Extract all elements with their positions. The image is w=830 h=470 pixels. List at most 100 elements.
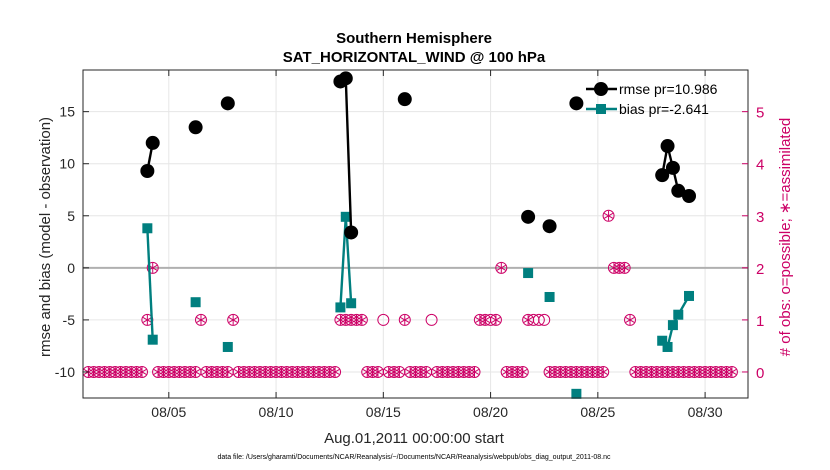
y-tick-label-left: -5 bbox=[63, 312, 76, 328]
rmse-point bbox=[338, 71, 353, 86]
obs-assimilated-marker bbox=[603, 210, 614, 221]
obs-possible-marker bbox=[398, 313, 411, 326]
x-tick-label: 08/10 bbox=[259, 404, 294, 420]
obs-possible-marker bbox=[538, 313, 551, 326]
obs-possible-marker bbox=[146, 261, 159, 274]
obs-assimilated-marker bbox=[137, 366, 147, 377]
tick-layer: 08/05 08/10 08/15 08/20 08/25 08/30 -10 -5 0 5 10 1… bbox=[55, 70, 764, 420]
bias-point bbox=[673, 309, 684, 320]
x-axis-label: Aug.01,2011 00:00:00 start bbox=[324, 430, 505, 447]
obs-assimilated-marker bbox=[598, 366, 608, 377]
rmse-series-layer bbox=[140, 71, 697, 240]
bias-point bbox=[662, 341, 673, 352]
rmse-point bbox=[521, 209, 536, 224]
obs-assimilated-marker bbox=[491, 314, 501, 325]
bias-point bbox=[142, 223, 153, 234]
obs-assimilated-marker bbox=[518, 366, 528, 377]
rmse-point bbox=[569, 96, 584, 111]
axes-frame bbox=[82, 69, 749, 399]
bias-point bbox=[190, 297, 201, 308]
obs-assimilated-marker bbox=[625, 314, 635, 325]
obs-assimilated-marker bbox=[228, 314, 238, 325]
rmse-point bbox=[145, 135, 160, 150]
obs-possible-marker bbox=[597, 365, 610, 378]
obs-possible-marker bbox=[425, 313, 438, 326]
obs-count-layer bbox=[82, 209, 738, 378]
obs-assimilated-marker bbox=[400, 314, 410, 325]
legend-rmse-label: rmse pr=10.986 bbox=[619, 81, 718, 97]
obs-possible-marker bbox=[532, 313, 545, 326]
rmse-point bbox=[682, 188, 697, 203]
obs-assimilated-marker bbox=[357, 314, 367, 325]
x-tick-label: 08/05 bbox=[151, 404, 186, 420]
bias-point bbox=[523, 268, 534, 279]
obs-assimilated-marker bbox=[727, 366, 737, 377]
obs-assimilated-marker bbox=[373, 366, 383, 377]
x-tick-label: 08/30 bbox=[688, 404, 723, 420]
obs-assimilated-marker bbox=[620, 262, 630, 273]
obs-possible-marker bbox=[468, 365, 481, 378]
legend: rmse pr=10.986 bias pr=-2.641 bbox=[586, 81, 718, 117]
obs-assimilated-marker bbox=[421, 366, 431, 377]
legend-bias-label: bias pr=-2.641 bbox=[619, 101, 709, 117]
y-tick-label-right: 4 bbox=[756, 157, 764, 174]
obs-possible-marker bbox=[355, 313, 368, 326]
obs-possible-marker bbox=[489, 313, 502, 326]
obs-assimilated-marker bbox=[196, 314, 206, 325]
y-axis-label-right: # of obs: o=possible; ∗=assimilated bbox=[777, 118, 794, 357]
y-tick-label-right: 5 bbox=[756, 105, 764, 122]
y-tick-label-left: 0 bbox=[67, 260, 75, 276]
bias-point bbox=[222, 341, 233, 352]
data-file-footnote: data file: /Users/gharamti/Documents/NCA… bbox=[217, 454, 611, 461]
bias-point bbox=[571, 388, 582, 399]
y-tick-label-left: -10 bbox=[55, 364, 75, 380]
obs-assimilated-marker bbox=[394, 366, 404, 377]
chart-title-line2: SAT_HORIZONTAL_WIND @ 100 hPa bbox=[283, 49, 546, 66]
bias-point bbox=[667, 320, 678, 331]
obs-assimilated-marker bbox=[142, 314, 152, 325]
rmse-point bbox=[220, 96, 235, 111]
rmse-point bbox=[140, 164, 155, 179]
rmse-point bbox=[660, 139, 675, 154]
obs-possible-marker bbox=[329, 365, 342, 378]
obs-possible-marker bbox=[516, 365, 529, 378]
obs-possible-marker bbox=[618, 261, 631, 274]
y-axis-label-left: rmse and bias (model - observation) bbox=[37, 117, 54, 357]
bias-series-layer bbox=[142, 94, 695, 399]
obs-possible-marker bbox=[377, 313, 390, 326]
bias-point bbox=[657, 335, 668, 346]
chart-title-line1: Southern Hemisphere bbox=[336, 30, 492, 47]
bias-point bbox=[340, 211, 351, 222]
x-tick-label: 08/25 bbox=[580, 404, 615, 420]
bias-line-segment bbox=[146, 228, 154, 340]
obs-possible-marker bbox=[624, 313, 637, 326]
y-tick-label-right: 2 bbox=[756, 261, 764, 278]
obs-possible-marker bbox=[227, 313, 240, 326]
bias-point bbox=[346, 298, 357, 309]
obs-possible-marker bbox=[495, 261, 508, 274]
obs-assimilated-marker bbox=[469, 366, 480, 377]
x-tick-label: 08/20 bbox=[473, 404, 508, 420]
rmse-point bbox=[344, 225, 359, 240]
obs-possible-marker bbox=[725, 365, 738, 378]
y-tick-label-left: 5 bbox=[67, 208, 75, 224]
rmse-point bbox=[665, 160, 680, 175]
y-tick-label-right: 1 bbox=[756, 313, 764, 330]
y-tick-label-right: 3 bbox=[756, 209, 764, 226]
rmse-point bbox=[671, 183, 686, 198]
x-tick-label: 08/15 bbox=[366, 404, 401, 420]
bias-point bbox=[147, 334, 158, 345]
obs-possible-marker bbox=[135, 365, 148, 378]
obs-assimilated-marker bbox=[330, 366, 340, 377]
y-tick-label-left: 10 bbox=[59, 156, 75, 172]
legend-bias-marker bbox=[596, 104, 606, 114]
obs-possible-marker bbox=[194, 313, 207, 326]
bias-point bbox=[335, 302, 346, 313]
obs-assimilated-marker bbox=[223, 366, 233, 377]
rmse-point bbox=[542, 219, 557, 234]
y-tick-label-left: 15 bbox=[59, 104, 75, 120]
rmse-point bbox=[397, 92, 412, 107]
